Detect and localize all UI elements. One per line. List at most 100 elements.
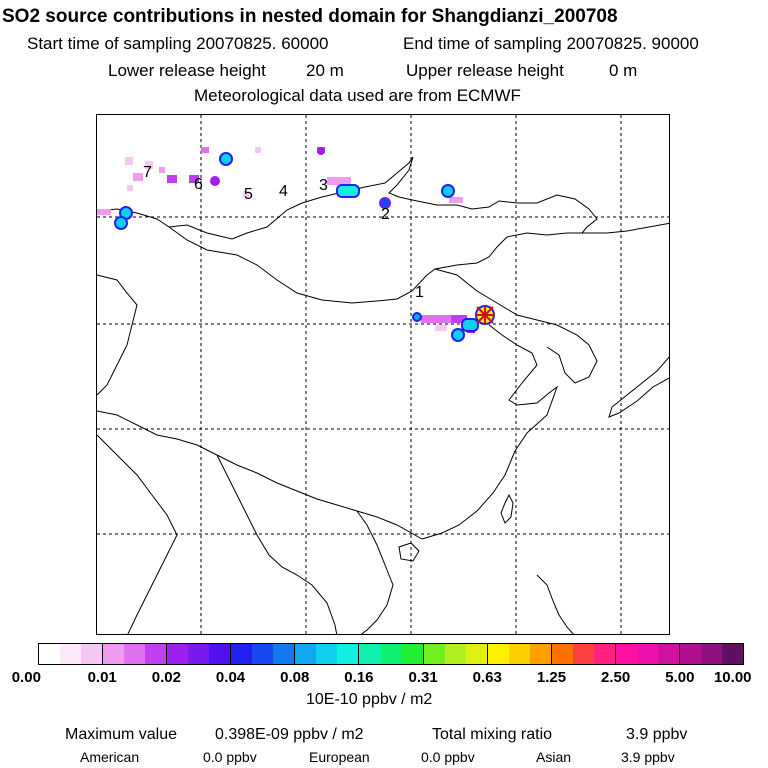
colorbar-swatch xyxy=(508,644,530,664)
colorbar-unit-label: 10E-10 ppbv / m2 xyxy=(306,691,433,708)
concentration-hotspot xyxy=(219,152,233,166)
start-time-label: Start time of sampling 20070825. 60000 xyxy=(27,34,329,53)
concentration-cell xyxy=(127,185,133,191)
colorbar-swatch xyxy=(188,644,210,664)
concentration-cell xyxy=(435,325,447,331)
colorbar-swatch xyxy=(422,644,445,664)
upper-release-value: 0 m xyxy=(609,61,638,80)
graticule xyxy=(97,115,669,634)
colorbar-swatch xyxy=(572,644,594,664)
max-value: 0.398E-09 ppbv / m2 xyxy=(215,726,364,743)
colorbar-swatch xyxy=(380,644,402,664)
region-label-1: 1 xyxy=(415,284,424,301)
concentration-hotspot xyxy=(412,312,422,322)
colorbar xyxy=(38,643,744,665)
met-data-label: Meteorological data used are from ECMWF xyxy=(194,86,521,105)
colorbar-swatch xyxy=(294,644,317,664)
colorbar-swatch xyxy=(39,644,61,664)
colorbar-tick-label: 0.00 xyxy=(11,669,41,686)
china-mongolia-border xyxy=(434,268,538,321)
india-outline xyxy=(97,434,178,634)
asian-value: 3.9 ppbv xyxy=(621,749,675,765)
end-time-label: End time of sampling 20070825. 90000 xyxy=(403,34,699,53)
colorbar-tick-label: 0.01 xyxy=(87,669,117,686)
concentration-hotspot xyxy=(114,216,128,230)
concentration-cell xyxy=(133,173,143,181)
colorbar-swatch xyxy=(636,644,658,664)
map-canvas: 1 2 3 4 5 6 7 xyxy=(97,115,669,634)
map-panel: 1 2 3 4 5 6 7 xyxy=(96,114,670,635)
taiwan-outline xyxy=(500,493,514,524)
colorbar-swatch xyxy=(722,644,744,664)
colorbar-tick-label: 0.63 xyxy=(472,669,502,686)
colorbar-swatch xyxy=(614,644,637,664)
colorbar-swatch xyxy=(273,644,295,664)
american-value: 0.0 ppbv xyxy=(203,749,257,765)
colorbar-swatch xyxy=(81,644,103,664)
concentration-cell xyxy=(159,167,165,173)
upper-release-label: Upper release height xyxy=(406,61,564,80)
concentration-cell xyxy=(449,197,463,203)
vietnam-coast xyxy=(356,510,394,634)
concentration-cell xyxy=(125,157,133,165)
concentration-hotspot xyxy=(461,318,479,332)
indochina-outline xyxy=(216,454,338,634)
colorbar-swatch xyxy=(593,644,615,664)
max-value-label: Maximum value xyxy=(65,726,178,743)
plot-title: SO2 source contributions in nested domai… xyxy=(2,6,618,27)
concentration-hotspot xyxy=(379,197,391,209)
concentration-cell xyxy=(327,177,351,185)
european-label: European xyxy=(309,749,370,765)
southwest-border xyxy=(97,410,423,540)
colorbar-swatch xyxy=(401,644,423,664)
concentration-footprint xyxy=(97,147,495,342)
region-label-2: 2 xyxy=(381,206,390,223)
concentration-hotspot xyxy=(317,147,325,155)
korea-outline xyxy=(536,319,598,384)
colorbar-swatch xyxy=(209,644,231,664)
colorbar-swatch xyxy=(230,644,253,664)
colorbar-tick-label: 0.31 xyxy=(408,669,438,686)
borders xyxy=(97,156,669,634)
concentration-cell xyxy=(255,147,261,153)
colorbar-swatch xyxy=(145,644,167,664)
colorbar-swatch xyxy=(358,644,381,664)
receptor-marker xyxy=(475,305,495,325)
colorbar-swatch xyxy=(60,644,82,664)
colorbar-swatch xyxy=(102,644,125,664)
region-label-7: 7 xyxy=(143,164,152,181)
colorbar-tick-label: 2.50 xyxy=(601,669,631,686)
concentration-cell xyxy=(243,191,249,197)
concentration-cell xyxy=(167,175,177,183)
china-east-coast xyxy=(421,324,559,540)
concentration-cell xyxy=(145,161,153,169)
colorbar-swatch xyxy=(465,644,487,664)
total-mixing-label: Total mixing ratio xyxy=(432,726,553,743)
region-label-5: 5 xyxy=(244,186,253,203)
colorbar-swatch xyxy=(657,644,679,664)
colorbar-tick-label: 1.25 xyxy=(536,669,567,686)
concentration-cell xyxy=(451,315,467,323)
concentration-cell xyxy=(97,209,111,215)
mongolia-border xyxy=(168,226,582,304)
western-border xyxy=(97,274,138,396)
colorbar-swatch xyxy=(678,644,701,664)
colorbar-tick-label: 5.00 xyxy=(665,669,695,686)
northern-border xyxy=(97,156,669,240)
concentration-hotspot xyxy=(210,176,220,186)
colorbar-tick-label: 0.16 xyxy=(344,669,374,686)
colorbar-tick-label: 0.04 xyxy=(215,669,246,686)
american-label: American xyxy=(80,749,140,765)
colorbar-swatch xyxy=(486,644,509,664)
hainan-outline xyxy=(398,542,420,562)
concentration-hotspot xyxy=(336,184,360,198)
region-label-6: 6 xyxy=(194,176,203,193)
asian-label: Asian xyxy=(536,749,572,765)
concentration-cell xyxy=(421,315,451,323)
colorbar-swatch xyxy=(166,644,189,664)
total-mixing-value: 3.9 ppbv xyxy=(626,726,688,743)
colorbar-swatch xyxy=(337,644,359,664)
philippines-outline xyxy=(536,574,574,634)
lower-release-value: 20 m xyxy=(306,61,344,80)
colorbar-swatch xyxy=(700,644,722,664)
